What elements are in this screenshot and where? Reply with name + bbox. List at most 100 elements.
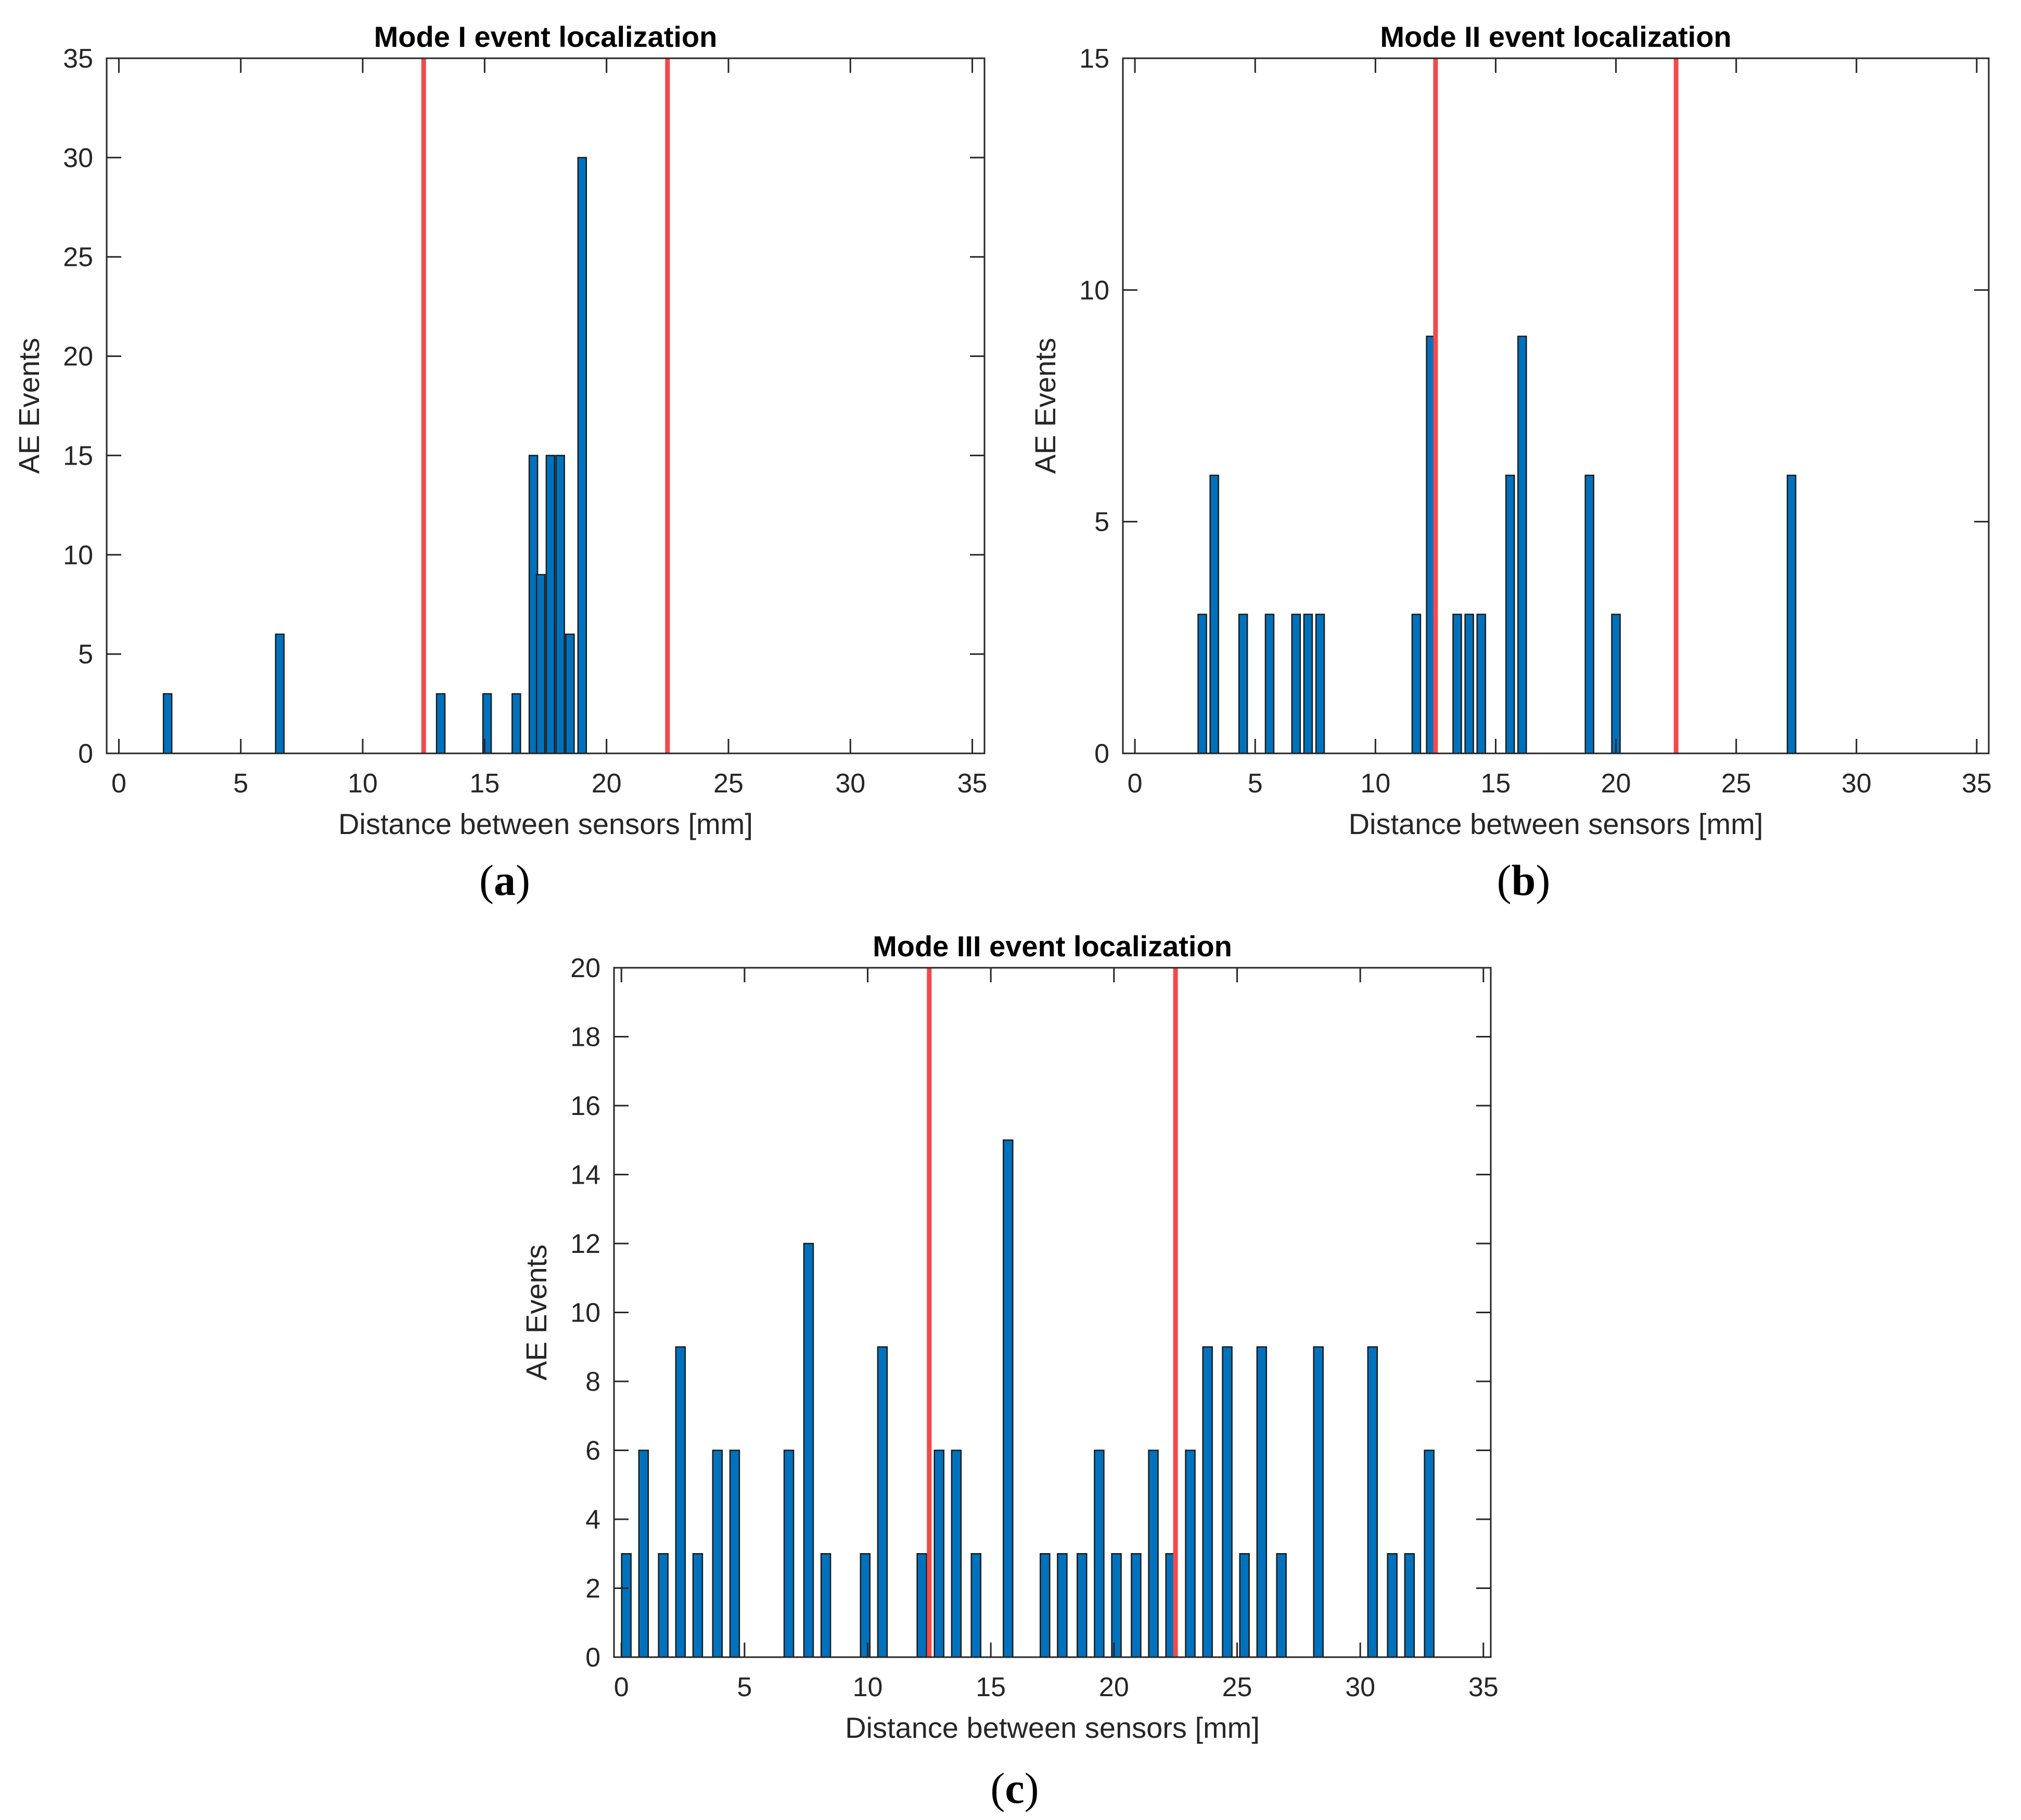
panel-caption: (b)	[1497, 856, 1551, 905]
x-tick-label: 30	[1841, 768, 1872, 799]
bar	[535, 574, 546, 754]
x-tick-label: 20	[1601, 768, 1631, 799]
bar	[1367, 1346, 1378, 1658]
x-tick-label: 20	[592, 768, 622, 799]
bar	[1424, 1450, 1435, 1658]
bar	[933, 1450, 945, 1658]
bar	[1185, 1450, 1196, 1658]
y-tick-label: 0	[78, 739, 93, 769]
y-axis-label: AE Events	[1029, 338, 1061, 473]
bar	[820, 1553, 832, 1658]
y-axis-label: AE Events	[520, 1245, 553, 1380]
bar	[1040, 1553, 1051, 1658]
y-tick-label: 2	[585, 1574, 600, 1604]
plot-area	[107, 58, 984, 753]
bar	[1264, 613, 1275, 754]
x-tick-label: 0	[111, 768, 126, 799]
x-tick-label: 20	[1099, 1672, 1129, 1702]
bar	[712, 1450, 723, 1658]
y-tick-label: 5	[1094, 507, 1109, 537]
y-tick-label: 5	[78, 639, 93, 670]
x-tick-label: 35	[957, 768, 988, 799]
bar	[1387, 1553, 1398, 1658]
y-axis-label: AE Events	[12, 338, 45, 473]
y-tick-label: 12	[570, 1229, 600, 1259]
bar	[1197, 613, 1207, 754]
bar	[970, 1553, 982, 1658]
chart-title: Mode II event localization	[1380, 20, 1731, 53]
caption-close-paren: )	[1536, 856, 1550, 905]
panel-caption: (c)	[990, 1764, 1039, 1813]
caption-letter: a	[494, 856, 516, 905]
x-tick-label: 10	[1360, 768, 1390, 799]
x-tick-label: 15	[976, 1672, 1006, 1702]
bar	[1505, 475, 1515, 754]
y-tick-label: 10	[1079, 275, 1109, 305]
bar	[555, 455, 565, 754]
bar	[1238, 613, 1248, 754]
bar	[436, 693, 446, 754]
bar	[1111, 1553, 1122, 1658]
chart-panel-b: 0 5 10 15 20 25 30 35 0 5 10 15 Mode II event locali…	[1029, 20, 1992, 905]
y-tick-label: 0	[585, 1643, 600, 1673]
bar	[658, 1553, 669, 1658]
y-tick-label: 20	[63, 342, 93, 372]
y-tick-label: 8	[585, 1367, 600, 1397]
plot-area	[614, 968, 1491, 1657]
y-tick-label: 10	[570, 1298, 600, 1328]
bar	[675, 1346, 686, 1658]
y-tick-label: 4	[585, 1505, 600, 1535]
bar	[162, 693, 173, 754]
chart-panel-c: 0 5 10 15 20 25 30 35 0 2 4 6 8 10 12 14 16 18 20 Mode III …	[520, 930, 1499, 1813]
bar	[545, 455, 556, 754]
bar	[877, 1346, 888, 1658]
axes-box	[106, 57, 986, 754]
bar	[1202, 1346, 1213, 1658]
x-tick-label: 30	[1345, 1672, 1375, 1702]
bar	[692, 1553, 703, 1658]
bar	[275, 633, 285, 754]
bar	[1222, 1346, 1233, 1658]
x-tick-label: 15	[1481, 768, 1511, 799]
caption-open-paren: (	[479, 856, 494, 905]
x-tick-label: 10	[853, 1672, 883, 1702]
bar	[1464, 613, 1474, 754]
panel-caption: (a)	[479, 856, 530, 905]
chart-panel-a: 0 5 10 15 20 25 30 35 0 5 10 15 20 25 30 35 Mode I event…	[12, 20, 987, 905]
bar	[1452, 613, 1462, 754]
bar	[1313, 1346, 1324, 1658]
x-axis-label: Distance between sensors [mm]	[845, 1711, 1260, 1744]
x-tick-label: 25	[1222, 1672, 1252, 1702]
bar	[1276, 1553, 1287, 1658]
bar	[1209, 475, 1219, 754]
caption-letter: c	[1005, 1764, 1024, 1813]
bar	[1303, 613, 1313, 754]
x-tick-label: 5	[1248, 768, 1263, 799]
bar	[1239, 1553, 1250, 1658]
bar	[1291, 613, 1301, 754]
y-tick-label: 18	[570, 1022, 600, 1053]
bar	[1003, 1139, 1014, 1658]
bar	[565, 633, 575, 754]
chart-title: Mode I event localization	[374, 20, 718, 53]
y-tick-label: 30	[63, 143, 93, 173]
bar	[577, 157, 587, 754]
bar	[1786, 475, 1797, 754]
caption-close-paren: )	[516, 856, 530, 905]
bar	[1584, 475, 1594, 754]
bar	[1057, 1553, 1068, 1658]
y-tick-label: 10	[63, 540, 93, 570]
bar	[1411, 613, 1422, 754]
bar	[1256, 1346, 1268, 1658]
x-tick-label: 0	[614, 1672, 629, 1702]
y-tick-label: 35	[63, 44, 93, 74]
axes-box	[1122, 57, 1990, 754]
bar	[729, 1450, 740, 1658]
y-tick-label: 0	[1094, 739, 1109, 769]
bar	[511, 693, 521, 754]
y-tick-label: 15	[1079, 44, 1109, 74]
x-tick-label: 25	[713, 768, 744, 799]
x-tick-label: 25	[1721, 768, 1751, 799]
bar	[1517, 336, 1527, 754]
